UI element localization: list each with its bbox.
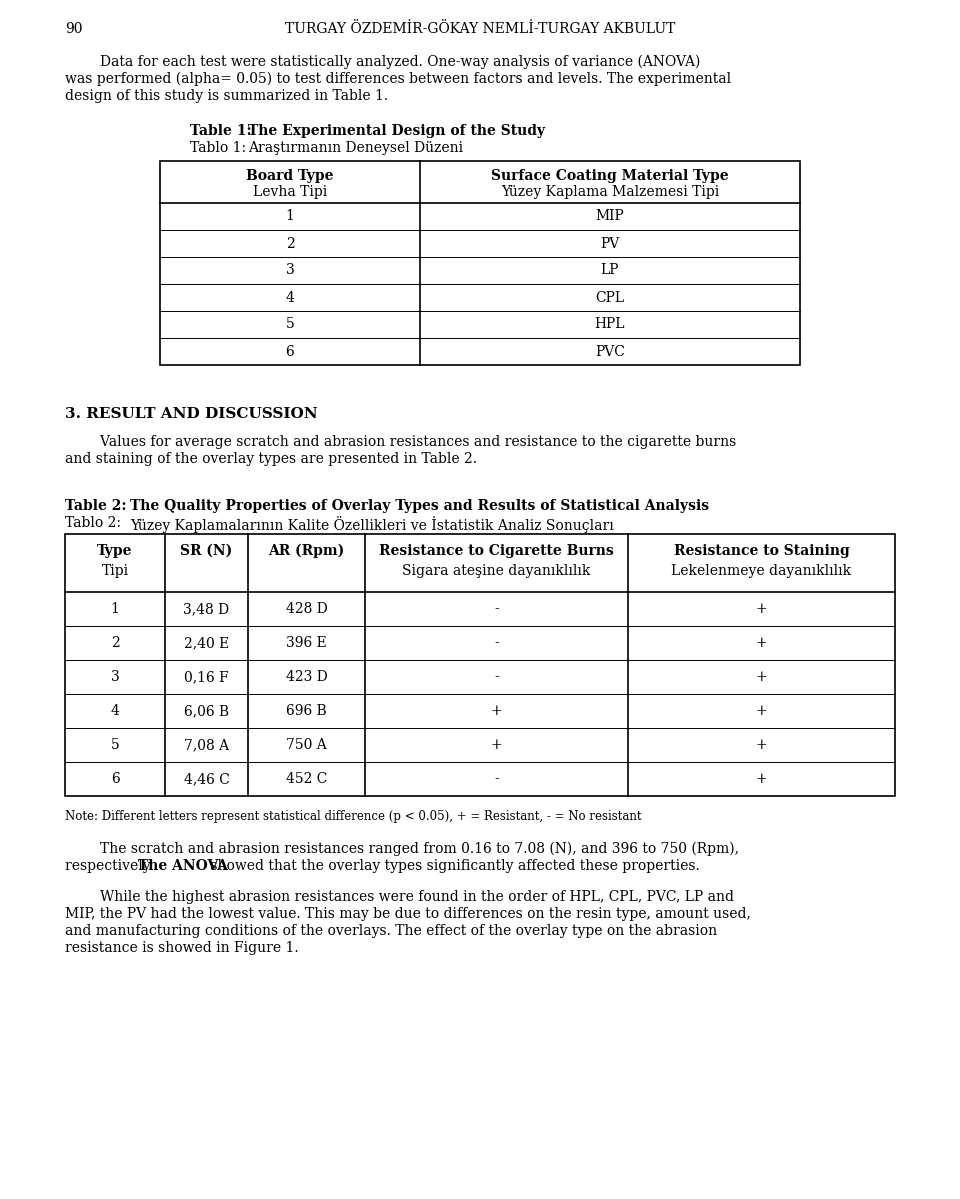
Text: 696 B: 696 B <box>286 704 326 718</box>
Text: and staining of the overlay types are presented in Table 2.: and staining of the overlay types are pr… <box>65 452 477 466</box>
Text: Tipi: Tipi <box>102 564 129 578</box>
Text: The Quality Properties of Overlay Types and Results of Statistical Analysis: The Quality Properties of Overlay Types … <box>130 499 709 513</box>
Text: Yüzey Kaplamalarının Kalite Özellikleri ve İstatistik Analiz Sonuçları: Yüzey Kaplamalarının Kalite Özellikleri … <box>130 516 613 534</box>
Text: 6: 6 <box>110 772 119 787</box>
Text: +: + <box>756 704 767 718</box>
Text: 396 E: 396 E <box>286 635 326 650</box>
Text: Sigara ateşine dayanıklılık: Sigara ateşine dayanıklılık <box>402 564 590 578</box>
Text: HPL: HPL <box>595 318 625 331</box>
Text: 90: 90 <box>65 22 83 36</box>
Text: and manufacturing conditions of the overlays. The effect of the overlay type on : and manufacturing conditions of the over… <box>65 924 717 938</box>
Text: PV: PV <box>600 236 619 251</box>
Text: 5: 5 <box>286 318 295 331</box>
Text: 0,16 F: 0,16 F <box>184 670 228 683</box>
Text: LP: LP <box>601 264 619 277</box>
Text: 6: 6 <box>286 344 295 359</box>
Text: The Experimental Design of the Study: The Experimental Design of the Study <box>248 123 545 138</box>
Text: 2: 2 <box>110 635 119 650</box>
Text: 3: 3 <box>286 264 295 277</box>
Text: Yüzey Kaplama Malzemesi Tipi: Yüzey Kaplama Malzemesi Tipi <box>501 185 719 199</box>
Text: Resistance to Staining: Resistance to Staining <box>674 544 850 558</box>
Text: +: + <box>756 602 767 616</box>
Text: 4: 4 <box>285 290 295 305</box>
Text: PVC: PVC <box>595 344 625 359</box>
Text: 3: 3 <box>110 670 119 683</box>
Text: -: - <box>494 635 499 650</box>
Text: 6,06 B: 6,06 B <box>184 704 229 718</box>
Text: Tablo 1:: Tablo 1: <box>190 141 246 155</box>
Text: +: + <box>756 772 767 787</box>
Text: 3. RESULT AND DISCUSSION: 3. RESULT AND DISCUSSION <box>65 406 318 421</box>
Text: Levha Tipi: Levha Tipi <box>252 185 327 199</box>
Text: Data for each test were statistically analyzed. One-way analysis of variance (AN: Data for each test were statistically an… <box>65 55 701 70</box>
Text: 750 A: 750 A <box>286 739 326 752</box>
Text: +: + <box>491 739 502 752</box>
Text: Tablo 2:: Tablo 2: <box>65 516 121 530</box>
Text: Type: Type <box>97 544 132 558</box>
Text: The scratch and abrasion resistances ranged from 0.16 to 7.08 (N), and 396 to 75: The scratch and abrasion resistances ran… <box>65 842 739 856</box>
Text: design of this study is summarized in Table 1.: design of this study is summarized in Ta… <box>65 89 388 103</box>
Text: 7,08 A: 7,08 A <box>184 739 229 752</box>
Text: Board Type: Board Type <box>247 169 334 183</box>
Text: +: + <box>756 670 767 683</box>
Text: 2,40 E: 2,40 E <box>184 635 229 650</box>
Text: AR (Rpm): AR (Rpm) <box>269 544 345 559</box>
Text: SR (N): SR (N) <box>180 544 232 558</box>
Text: 423 D: 423 D <box>286 670 327 683</box>
Text: 1: 1 <box>285 210 295 223</box>
Text: +: + <box>491 704 502 718</box>
Text: resistance is showed in Figure 1.: resistance is showed in Figure 1. <box>65 941 299 954</box>
Text: -: - <box>494 602 499 616</box>
Text: Table 2:: Table 2: <box>65 499 127 513</box>
Text: 452 C: 452 C <box>286 772 327 787</box>
Bar <box>160 161 800 364</box>
Text: 3,48 D: 3,48 D <box>183 602 229 616</box>
Text: Note: Different letters represent statistical difference (p < 0.05), + = Resista: Note: Different letters represent statis… <box>65 811 641 823</box>
Text: 428 D: 428 D <box>286 602 327 616</box>
Text: CPL: CPL <box>595 290 625 305</box>
Text: Table 1:: Table 1: <box>190 123 252 138</box>
Text: showed that the overlay types significantly affected these properties.: showed that the overlay types significan… <box>206 858 700 873</box>
Text: Araştırmanın Deneysel Düzeni: Araştırmanın Deneysel Düzeni <box>248 141 463 155</box>
Text: Values for average scratch and abrasion resistances and resistance to the cigare: Values for average scratch and abrasion … <box>65 435 736 448</box>
Text: -: - <box>494 772 499 787</box>
Text: +: + <box>756 739 767 752</box>
Text: Resistance to Cigarette Burns: Resistance to Cigarette Burns <box>379 544 613 558</box>
Text: +: + <box>756 635 767 650</box>
Text: 1: 1 <box>110 602 119 616</box>
Text: respectively.: respectively. <box>65 858 157 873</box>
Text: The ANOVA: The ANOVA <box>138 858 228 873</box>
Text: 2: 2 <box>286 236 295 251</box>
Text: TURGAY ÖZDEMİR-GÖKAY NEMLİ-TURGAY AKBULUT: TURGAY ÖZDEMİR-GÖKAY NEMLİ-TURGAY AKBULU… <box>285 22 675 36</box>
Text: While the highest abrasion resistances were found in the order of HPL, CPL, PVC,: While the highest abrasion resistances w… <box>65 890 734 904</box>
Text: MIP: MIP <box>595 210 624 223</box>
Text: Lekelenmeye dayanıklılık: Lekelenmeye dayanıklılık <box>671 564 852 578</box>
Text: was performed (alpha= 0.05) to test differences between factors and levels. The : was performed (alpha= 0.05) to test diff… <box>65 72 732 86</box>
Bar <box>65 534 895 796</box>
Text: -: - <box>494 670 499 683</box>
Text: 5: 5 <box>110 739 119 752</box>
Text: MIP, the PV had the lowest value. This may be due to differences on the resin ty: MIP, the PV had the lowest value. This m… <box>65 906 751 921</box>
Text: Surface Coating Material Type: Surface Coating Material Type <box>492 169 729 183</box>
Text: 4: 4 <box>110 704 119 718</box>
Text: 4,46 C: 4,46 C <box>183 772 229 787</box>
